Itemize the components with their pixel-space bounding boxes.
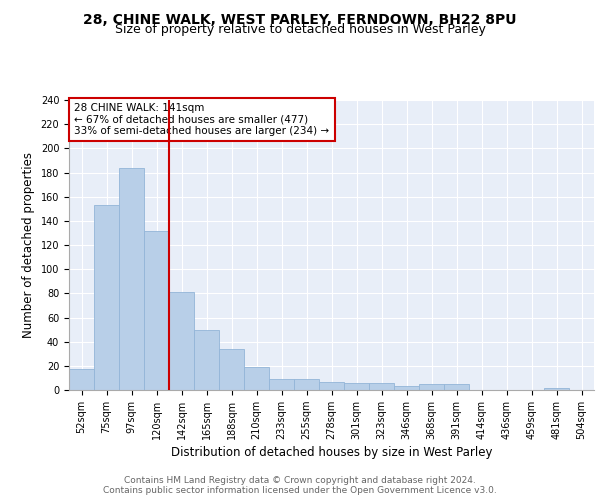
Bar <box>319 382 344 390</box>
Bar <box>169 292 194 390</box>
Bar <box>544 388 569 390</box>
Bar <box>294 379 319 390</box>
Bar <box>144 230 169 390</box>
Text: Contains HM Land Registry data © Crown copyright and database right 2024.
Contai: Contains HM Land Registry data © Crown c… <box>103 476 497 495</box>
Text: Size of property relative to detached houses in West Parley: Size of property relative to detached ho… <box>115 22 485 36</box>
Bar <box>194 330 219 390</box>
Bar <box>94 205 119 390</box>
Bar <box>344 383 369 390</box>
Bar <box>244 367 269 390</box>
Bar <box>219 349 244 390</box>
Y-axis label: Number of detached properties: Number of detached properties <box>22 152 35 338</box>
Bar <box>369 383 394 390</box>
Bar <box>69 370 94 390</box>
X-axis label: Distribution of detached houses by size in West Parley: Distribution of detached houses by size … <box>171 446 492 459</box>
Bar <box>394 386 419 390</box>
Bar <box>269 379 294 390</box>
Text: 28 CHINE WALK: 141sqm
← 67% of detached houses are smaller (477)
33% of semi-det: 28 CHINE WALK: 141sqm ← 67% of detached … <box>74 103 329 136</box>
Bar <box>444 384 469 390</box>
Text: 28, CHINE WALK, WEST PARLEY, FERNDOWN, BH22 8PU: 28, CHINE WALK, WEST PARLEY, FERNDOWN, B… <box>83 12 517 26</box>
Bar <box>119 168 144 390</box>
Bar <box>419 384 444 390</box>
